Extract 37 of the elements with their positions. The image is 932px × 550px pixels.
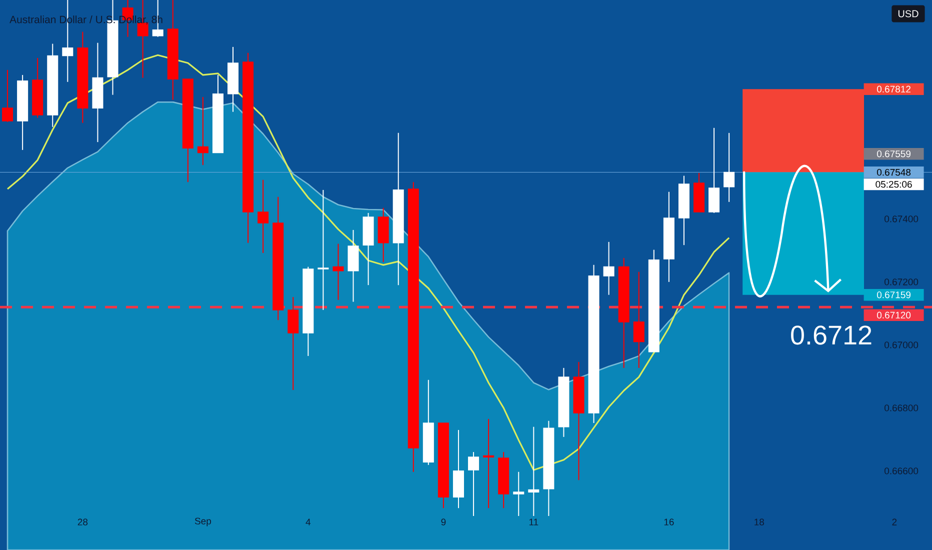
candlestick [528, 426, 540, 516]
x-tick-label: 28 [78, 518, 88, 526]
y-tick-label: 0.66600 [884, 468, 918, 474]
candlestick [513, 471, 524, 516]
annotation: 0.67559 [877, 150, 911, 158]
annotation: 0.6712 [791, 326, 872, 345]
candlestick [468, 452, 480, 516]
x-tick-label: 16 [664, 518, 674, 526]
annotation: USD [898, 10, 918, 18]
y-tick-label: 0.67000 [884, 342, 918, 348]
candlestick [332, 243, 344, 300]
x-tick-label: 18 [754, 518, 764, 526]
x-tick-label: 4 [306, 518, 311, 526]
annotation: 05:25:06 [876, 180, 912, 188]
band-label: 0.67159 [877, 291, 911, 298]
ref-line-label: 0.67548 [877, 168, 911, 176]
candlestick [2, 69, 14, 122]
x-tick-label: 11 [529, 518, 538, 526]
band-label: 0.67812 [877, 86, 910, 93]
candlestick [603, 241, 614, 296]
candlestick [318, 189, 329, 310]
x-tick-label: 2 [892, 518, 897, 526]
y-tick-label: 0.67200 [884, 278, 918, 286]
candlestick [258, 179, 269, 254]
line-series [6, 54, 730, 471]
candlestick [483, 418, 494, 509]
y-tick-label: 0.67400 [884, 216, 918, 222]
ref-line-label: 0.67120 [877, 312, 911, 318]
candlestick [708, 127, 720, 214]
x-tick-label: Sep [194, 518, 211, 526]
candlestick [197, 96, 208, 166]
x-tick-label: 9 [441, 518, 446, 526]
candlestick [724, 132, 735, 202]
candlestick [152, 0, 164, 38]
y-tick-label: 0.66800 [884, 404, 918, 412]
candlestick [288, 296, 299, 390]
candlestick [633, 271, 644, 368]
